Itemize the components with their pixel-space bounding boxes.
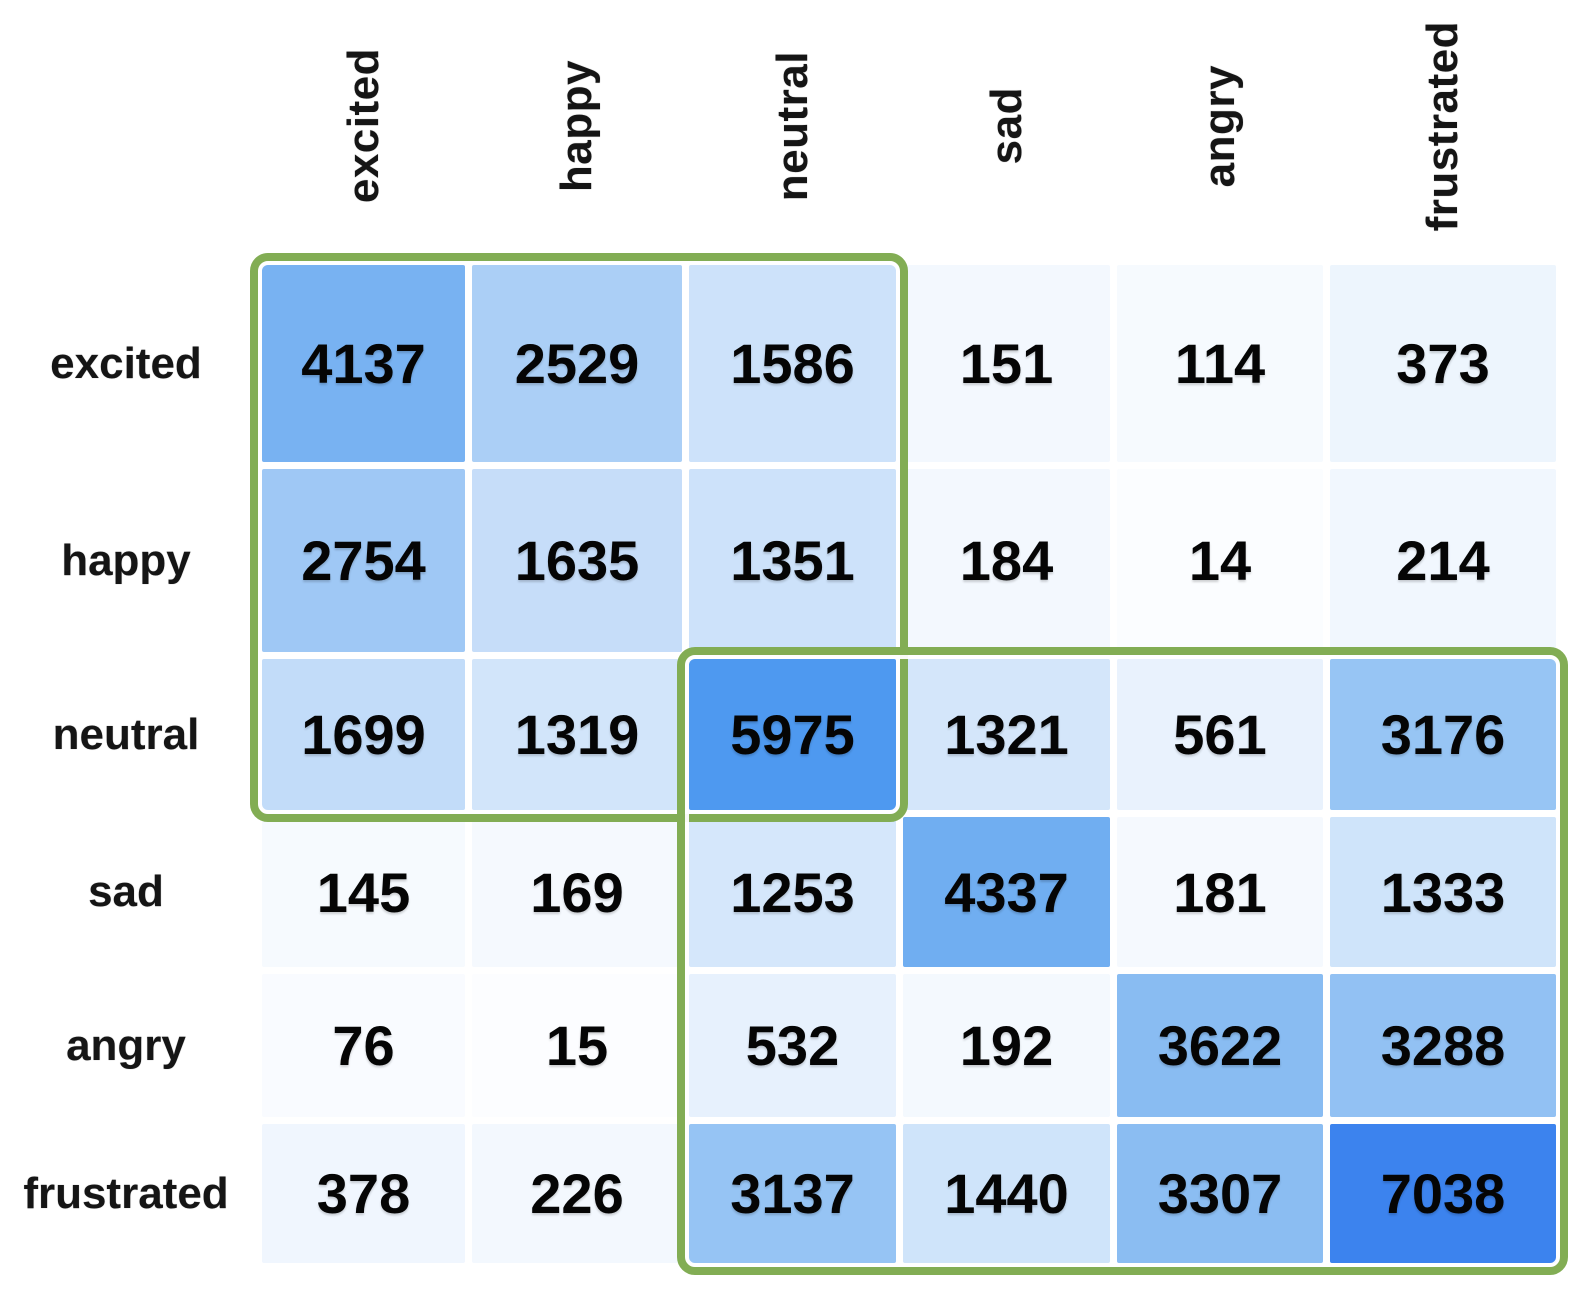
matrix-cell: 1321 [903, 659, 1110, 810]
matrix-cell: 3288 [1330, 974, 1556, 1117]
matrix-cell: 378 [262, 1124, 465, 1263]
matrix-cell: 145 [262, 817, 465, 967]
col-label-happy-text: happy [552, 59, 601, 193]
matrix-cell: 226 [472, 1124, 682, 1263]
matrix-cell: 169 [472, 817, 682, 967]
column-headers: excited happy neutral sad angry frustrat… [262, 0, 1556, 252]
matrix-cell: 184 [903, 469, 1110, 652]
col-label-sad: sad [903, 0, 1110, 252]
matrix-cell: 561 [1117, 659, 1323, 810]
row-label-sad: sad [88, 867, 164, 916]
matrix-cell: 373 [1330, 265, 1556, 462]
matrix-cell: 1699 [262, 659, 465, 810]
matrix-cell: 1635 [472, 469, 682, 652]
matrix-cell: 15 [472, 974, 682, 1117]
row-headers: excited happy neutral sad angry frustrat… [0, 265, 252, 1263]
matrix-cell: 181 [1117, 817, 1323, 967]
col-label-angry: angry [1117, 0, 1323, 252]
row-label-neutral: neutral [52, 709, 200, 759]
row-label-excited: excited [50, 338, 202, 388]
matrix-cell: 1586 [689, 265, 896, 462]
col-label-excited: excited [262, 0, 465, 252]
col-label-happy: happy [472, 0, 682, 252]
matrix-cell: 76 [262, 974, 465, 1117]
matrix-cell: 3622 [1117, 974, 1323, 1117]
matrix-cell: 3176 [1330, 659, 1556, 810]
heatmap-grid: 4137 2529 1586 151 114 373 2754 1635 135… [262, 265, 1556, 1263]
matrix-cell: 532 [689, 974, 896, 1117]
matrix-cell: 4337 [903, 817, 1110, 967]
matrix-cell: 5975 [689, 659, 896, 810]
col-label-frustrated-text: frustrated [1418, 20, 1467, 232]
matrix-cell: 114 [1117, 265, 1323, 462]
col-label-sad-text: sad [981, 87, 1031, 165]
col-label-angry-text: angry [1195, 64, 1244, 188]
matrix-cell: 1253 [689, 817, 896, 967]
matrix-cell: 1333 [1330, 817, 1556, 967]
matrix-cell: 14 [1117, 469, 1323, 652]
row-label-frustrated: frustrated [23, 1168, 229, 1218]
matrix-cell: 4137 [262, 265, 465, 462]
row-label-happy: happy [61, 535, 191, 585]
matrix-cell: 1440 [903, 1124, 1110, 1263]
matrix-cell: 1319 [472, 659, 682, 810]
matrix-cell: 3137 [689, 1124, 896, 1263]
col-label-excited-text: excited [338, 48, 388, 204]
col-label-neutral: neutral [689, 0, 896, 252]
matrix-cell: 151 [903, 265, 1110, 462]
matrix-cell: 192 [903, 974, 1110, 1117]
matrix-cell: 2529 [472, 265, 682, 462]
matrix-cell: 2754 [262, 469, 465, 652]
matrix-cell: 214 [1330, 469, 1556, 652]
matrix-cell: 3307 [1117, 1124, 1323, 1263]
col-label-frustrated: frustrated [1330, 0, 1556, 252]
matrix-cell: 1351 [689, 469, 896, 652]
matrix-cell: 7038 [1330, 1124, 1556, 1263]
row-label-angry: angry [66, 1020, 186, 1070]
col-label-neutral-text: neutral [767, 50, 817, 202]
